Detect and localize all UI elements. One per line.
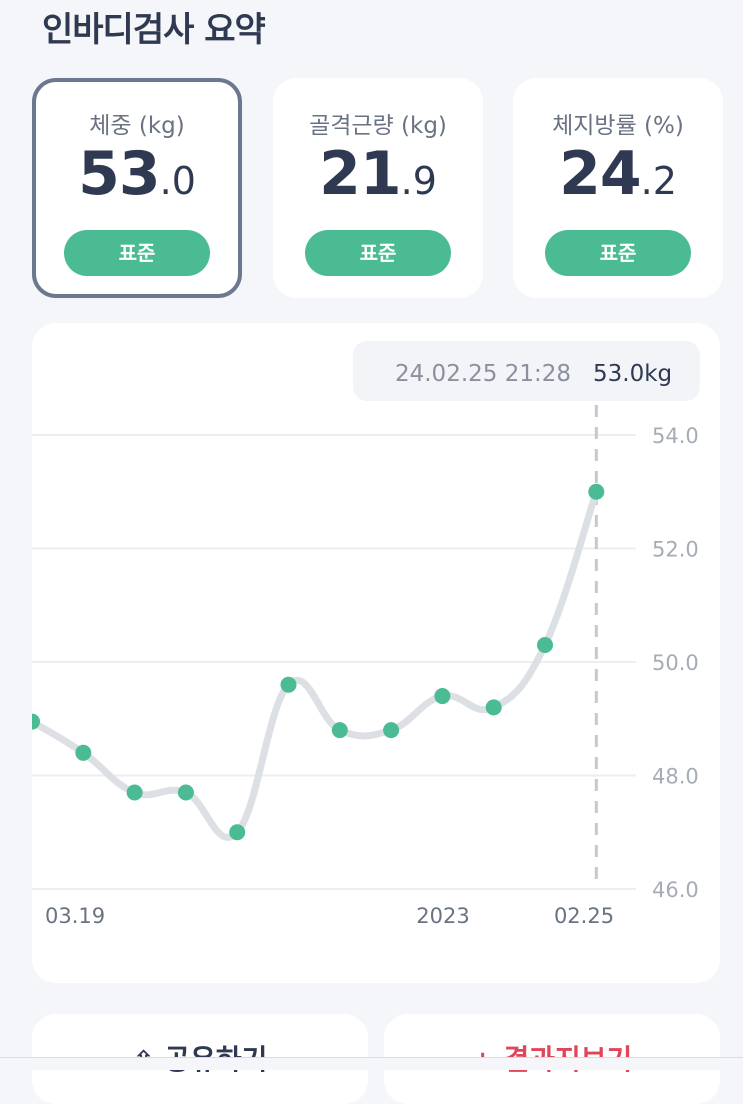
- data-point: [177, 784, 194, 801]
- data-point: [280, 676, 297, 693]
- tooltip-value: 53.0kg: [593, 361, 672, 387]
- metric-label: 체지방률 (%): [552, 113, 684, 139]
- metric-value: 21.9: [273, 144, 483, 204]
- metric-label: 체중 (kg): [89, 113, 185, 139]
- metric-value-dec: .2: [640, 159, 677, 203]
- metric-value: 24.2: [513, 144, 723, 204]
- metric-value-dec: .9: [400, 159, 437, 203]
- status-badge: 표준: [545, 230, 691, 276]
- metric-value-int: 53: [78, 139, 160, 209]
- metric-value-dec: .0: [159, 159, 196, 203]
- data-point: [383, 722, 400, 739]
- x-tick-label: 03.19: [45, 904, 105, 928]
- data-point: [126, 784, 143, 801]
- data-point: [32, 713, 40, 730]
- metric-value-int: 21: [319, 139, 401, 209]
- metric-card-muscle[interactable]: 골격근량 (kg) 21.9 표준: [273, 78, 483, 298]
- status-badge: 표준: [64, 230, 210, 276]
- weight-line-chart[interactable]: 54.0 52.0 50.0 48.0 46.0 03.19 2023 02.25 24.02.…: [32, 323, 720, 983]
- y-tick-label: 50.0: [652, 651, 699, 675]
- metric-value-int: 24: [559, 139, 641, 209]
- x-tick-label: 2023: [416, 904, 469, 928]
- data-point: [588, 483, 605, 500]
- data-point: [434, 688, 451, 705]
- data-point: [75, 744, 92, 761]
- tooltip-box: [353, 341, 700, 401]
- data-point: [485, 699, 502, 716]
- metric-card-bodyfat[interactable]: 체지방률 (%) 24.2 표준: [513, 78, 723, 298]
- page-title: 인바디검사 요약: [42, 10, 266, 50]
- data-point: [229, 824, 246, 841]
- series-line: [32, 488, 600, 841]
- x-tick-label: 02.25: [554, 904, 614, 928]
- metric-card-weight[interactable]: 체중 (kg) 53.0 표준: [32, 78, 242, 298]
- status-badge: 표준: [305, 230, 451, 276]
- weight-chart-card: 54.0 52.0 50.0 48.0 46.0 03.19 2023 02.25 24.02.…: [32, 323, 720, 983]
- y-tick-label: 46.0: [652, 878, 699, 902]
- metric-value: 53.0: [36, 144, 238, 204]
- data-point: [537, 636, 553, 653]
- bottom-safe-area: [0, 1057, 743, 1070]
- data-point: [331, 722, 348, 739]
- y-tick-label: 48.0: [652, 765, 699, 789]
- y-tick-label: 52.0: [652, 538, 699, 562]
- y-tick-label: 54.0: [652, 424, 699, 448]
- metric-label: 골격근량 (kg): [309, 113, 447, 139]
- tooltip-datetime: 24.02.25 21:28: [395, 361, 571, 387]
